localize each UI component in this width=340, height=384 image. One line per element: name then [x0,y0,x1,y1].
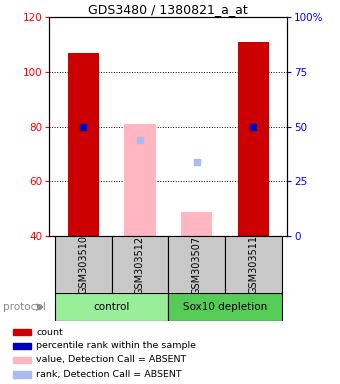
Point [194,159,199,166]
Bar [13,343,31,349]
Bar [181,212,212,236]
Text: protocol: protocol [3,302,46,312]
Title: GDS3480 / 1380821_a_at: GDS3480 / 1380821_a_at [88,3,248,16]
Point [137,137,143,144]
Bar [68,53,99,236]
Bar [13,357,31,363]
Text: control: control [94,302,130,312]
FancyBboxPatch shape [55,236,112,294]
Bar [238,42,269,236]
Point [251,124,256,130]
Text: percentile rank within the sample: percentile rank within the sample [36,341,196,351]
Text: GSM303511: GSM303511 [248,235,258,295]
Bar [13,371,31,378]
FancyBboxPatch shape [225,236,282,294]
Text: GSM303507: GSM303507 [192,235,202,295]
Text: GSM303512: GSM303512 [135,235,145,295]
Text: GSM303510: GSM303510 [78,235,88,295]
FancyBboxPatch shape [112,236,168,294]
FancyBboxPatch shape [55,293,168,321]
Text: rank, Detection Call = ABSENT: rank, Detection Call = ABSENT [36,370,182,379]
FancyBboxPatch shape [168,236,225,294]
FancyBboxPatch shape [168,293,282,321]
Bar [13,329,31,335]
Text: count: count [36,328,63,336]
Text: Sox10 depletion: Sox10 depletion [183,302,267,312]
Bar [124,124,155,236]
Text: value, Detection Call = ABSENT: value, Detection Call = ABSENT [36,356,186,364]
Point [81,124,86,130]
